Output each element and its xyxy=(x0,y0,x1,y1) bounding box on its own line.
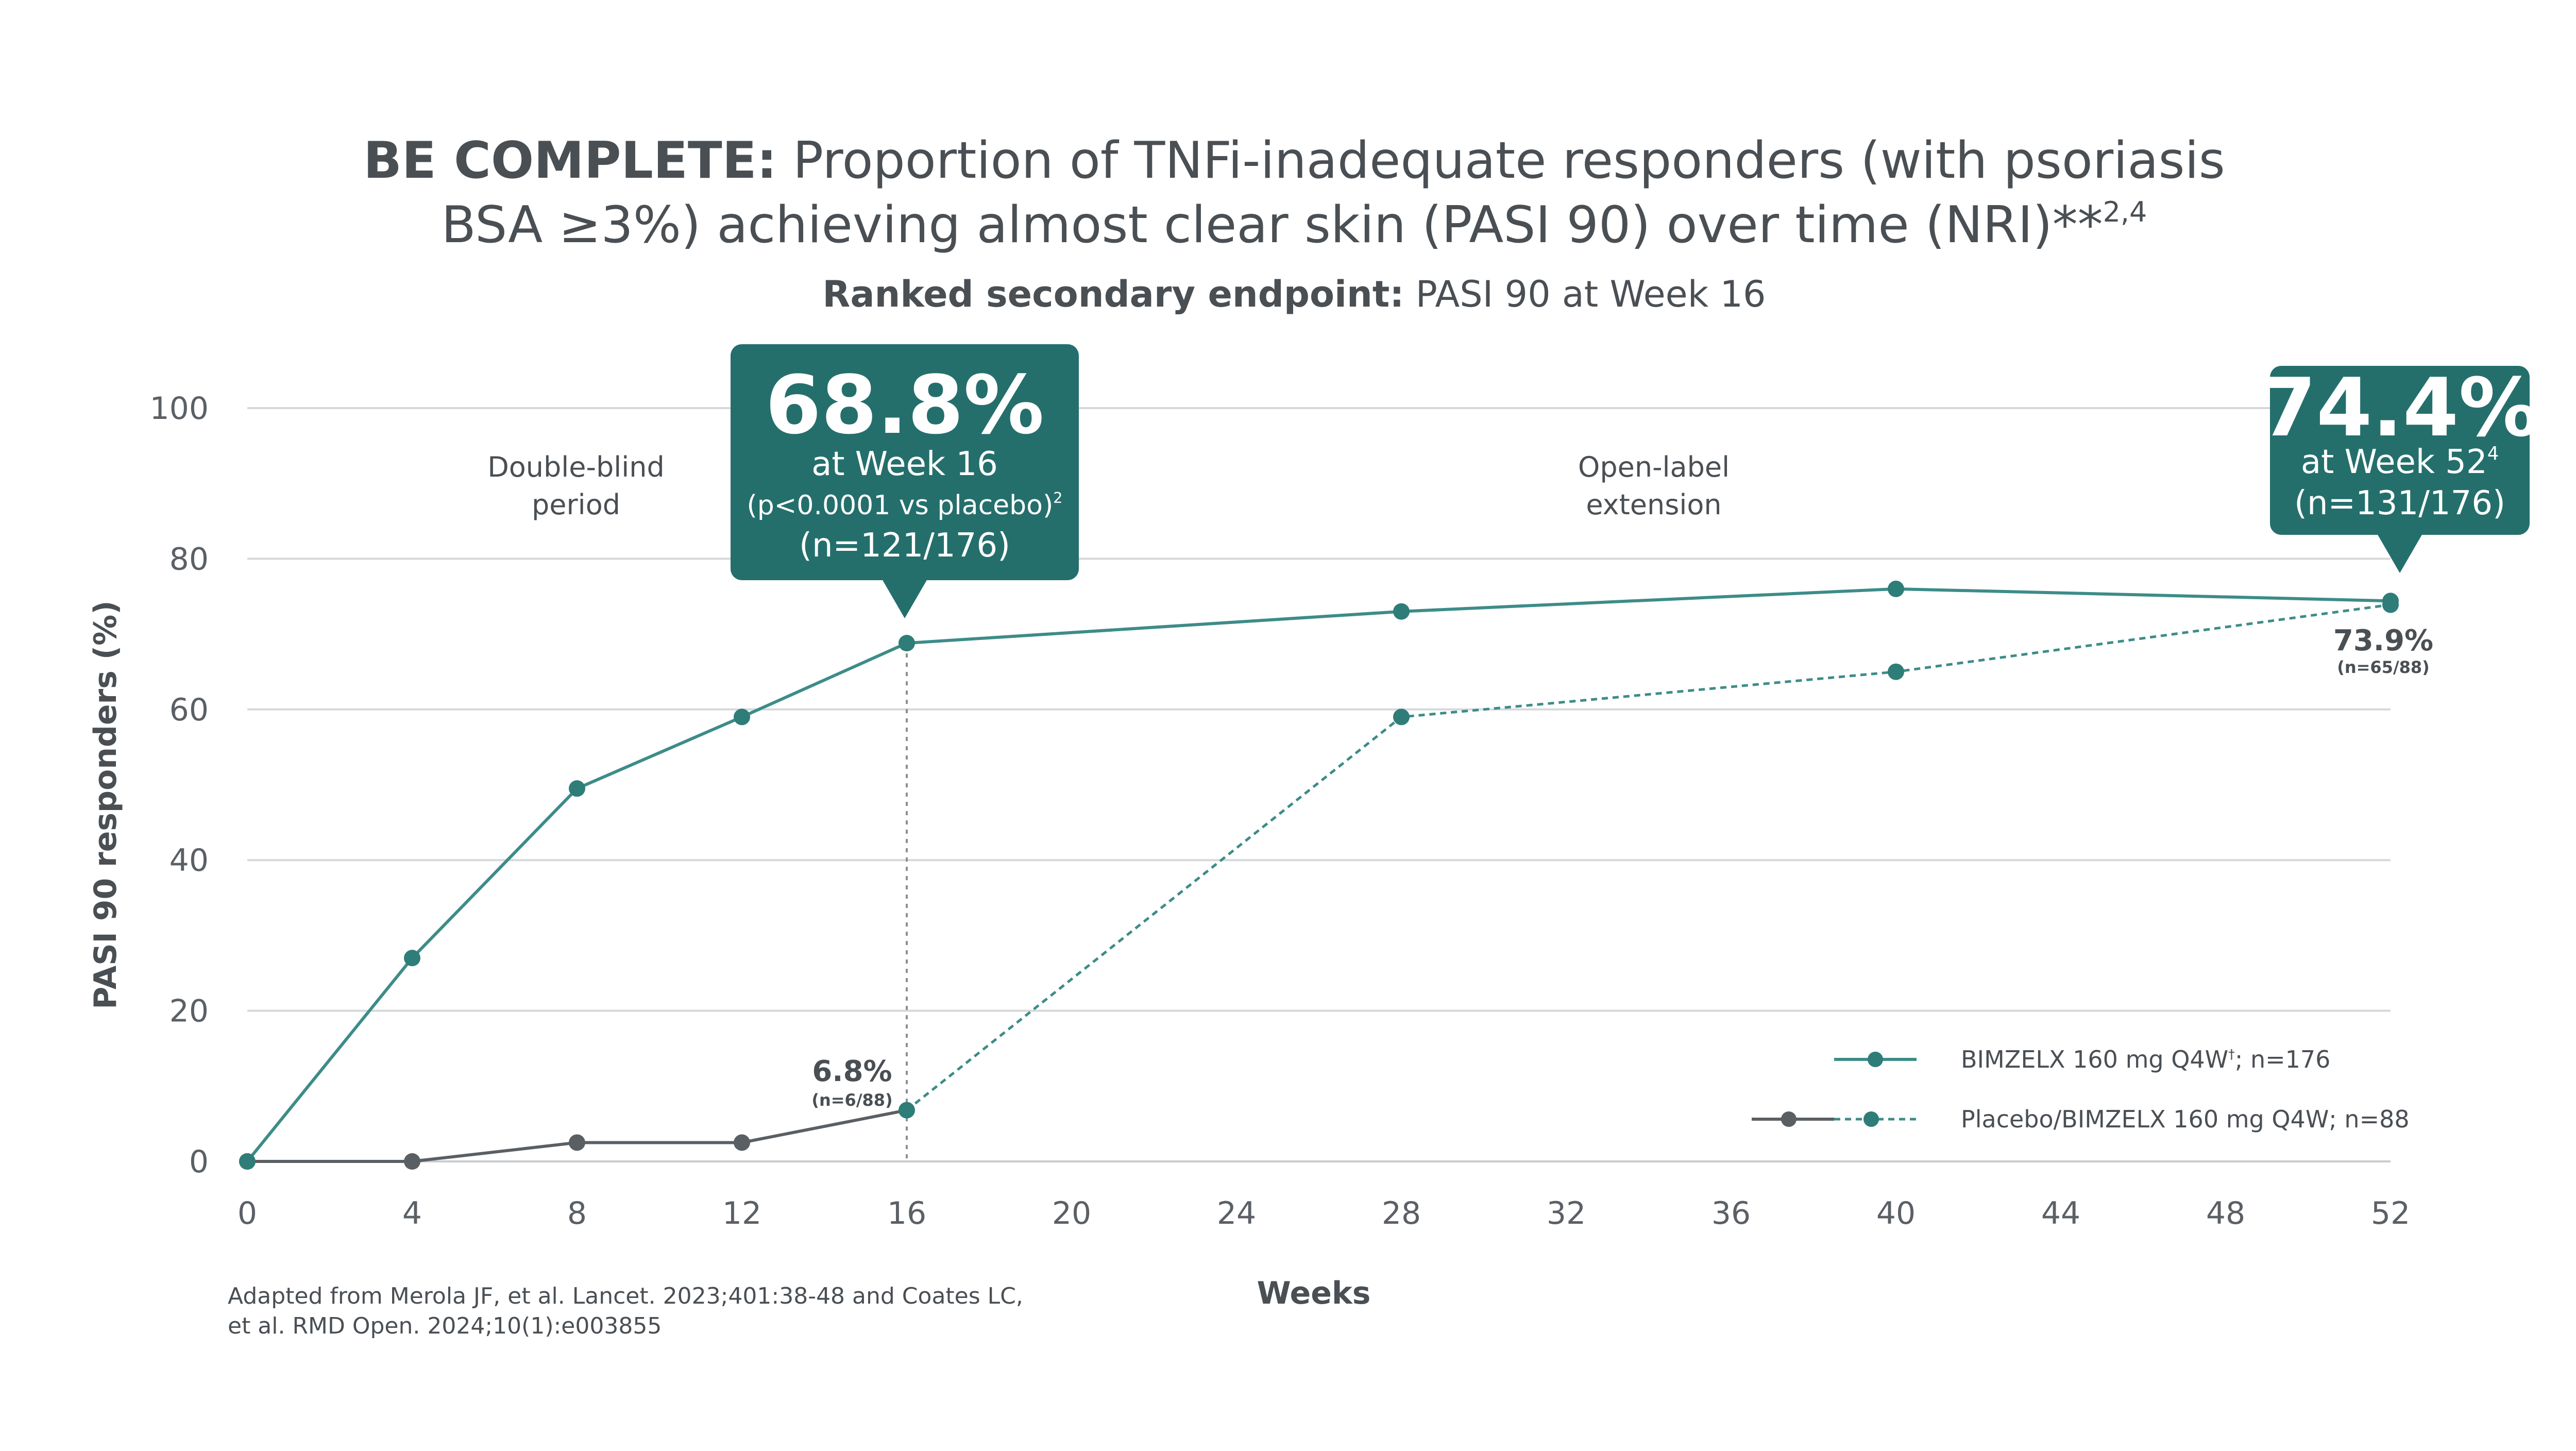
series-points xyxy=(239,580,2399,1170)
gridlines xyxy=(247,407,2391,1162)
x-tick-label: 48 xyxy=(2206,1195,2245,1231)
chart-title-line2: BSA ≥3%) achieving almost clear skin (PA… xyxy=(442,196,2147,255)
callout-week16-value: 68.8% xyxy=(765,358,1044,452)
callout-week52-line2: (n=131/176) xyxy=(2294,484,2505,522)
series1-point xyxy=(899,635,915,652)
y-tick-label: 80 xyxy=(170,541,209,577)
x-tick-label: 16 xyxy=(887,1195,926,1231)
x-tick-label: 0 xyxy=(238,1195,257,1231)
y-tick-label: 60 xyxy=(170,692,209,728)
series1-point xyxy=(734,708,750,726)
series-lines xyxy=(246,587,2391,1163)
legend-series2-marker-placebo xyxy=(1781,1111,1797,1127)
chart-subtitle: Ranked secondary endpoint: PASI 90 at We… xyxy=(822,273,1766,315)
y-tick-label: 0 xyxy=(189,1144,209,1180)
chart-title-line1: BE COMPLETE: Proportion of TNFi-inadequa… xyxy=(363,131,2225,190)
y-tick-label: 100 xyxy=(149,391,209,427)
callout-week52-value: 74.4% xyxy=(2260,361,2539,454)
callout-week16: 68.8% at Week 16 (p<0.0001 vs placebo)2 … xyxy=(731,344,1079,618)
x-tick-label: 24 xyxy=(1217,1195,1256,1231)
x-tick-label: 36 xyxy=(1711,1195,1751,1231)
y-tick-label: 40 xyxy=(170,842,209,879)
x-tick-label: 52 xyxy=(2371,1195,2410,1231)
data-label-switch-w52: 73.9% xyxy=(2333,624,2433,657)
x-tick-label: 32 xyxy=(1547,1195,1586,1231)
x-tick-label: 40 xyxy=(1876,1195,1916,1231)
series2-placebo-point xyxy=(734,1134,750,1151)
data-label-placebo-w16: 6.8% xyxy=(812,1055,892,1088)
legend: BIMZELX 160 mg Q4W†; n=176 Placebo/BIMZE… xyxy=(1752,1045,2410,1133)
y-axis-ticks: 0 20 40 60 80 100 xyxy=(149,391,209,1180)
callout-week16-line2: (p<0.0001 vs placebo)2 xyxy=(747,489,1063,521)
callout-week16-box xyxy=(731,344,1079,580)
region-label-open-label: Open-label xyxy=(1578,451,1730,483)
legend-series1-label: BIMZELX 160 mg Q4W†; n=176 xyxy=(1961,1045,2330,1073)
series2-switch-point xyxy=(1393,708,1410,726)
callout-week52-box xyxy=(2270,366,2530,535)
series1-line xyxy=(246,587,2391,1162)
x-tick-label: 4 xyxy=(402,1195,422,1231)
x-tick-label: 8 xyxy=(567,1195,587,1231)
data-label-placebo-w16-n: (n=6/88) xyxy=(811,1090,892,1110)
legend-series1-marker xyxy=(1868,1052,1883,1067)
legend-series2-marker-switch xyxy=(1863,1111,1879,1127)
x-tick-label: 20 xyxy=(1052,1195,1091,1231)
callout-week16-pointer xyxy=(882,579,927,618)
series1-point xyxy=(569,780,585,797)
y-tick-label: 20 xyxy=(170,993,209,1030)
series2-switch-point xyxy=(1888,663,1904,680)
x-tick-label: 12 xyxy=(722,1195,761,1231)
callout-week52-pointer xyxy=(2377,534,2422,573)
footnote-line1: Adapted from Merola JF, et al. Lancet. 2… xyxy=(228,1283,1023,1309)
legend-series2-label: Placebo/BIMZELX 160 mg Q4W; n=88 xyxy=(1961,1105,2410,1133)
series1-point xyxy=(404,950,420,967)
callout-week52-line1: at Week 524 xyxy=(2301,443,2499,481)
x-tick-label: 28 xyxy=(1382,1195,1421,1231)
callout-week16-line1: at Week 16 xyxy=(811,445,998,483)
series2-switch-point xyxy=(899,1102,915,1119)
data-label-switch-w52-n: (n=65/88) xyxy=(2337,657,2430,677)
callout-week16-line3: (n=121/176) xyxy=(799,527,1010,565)
series1-point xyxy=(239,1153,256,1170)
series2-placebo-point xyxy=(569,1134,585,1151)
x-axis-ticks: 0 4 8 12 16 20 24 28 32 36 40 44 48 52 xyxy=(238,1195,2410,1231)
footnote-line2: et al. RMD Open. 2024;10(1):e003855 xyxy=(228,1313,662,1339)
x-tick-label: 44 xyxy=(2041,1195,2080,1231)
y-axis-title: PASI 90 responders (%) xyxy=(88,600,124,1009)
series1-point xyxy=(2382,593,2399,610)
callout-week52: 74.4% at Week 524 (n=131/176) xyxy=(2260,361,2539,573)
series1-point xyxy=(1888,580,1904,597)
region-label-extension: extension xyxy=(1586,488,1721,521)
x-axis-title: Weeks xyxy=(1257,1275,1370,1311)
region-label-period: period xyxy=(532,488,620,521)
region-label-double-blind: Double-blind xyxy=(487,451,665,483)
series1-point xyxy=(1393,603,1410,620)
series2-placebo-point xyxy=(404,1153,420,1170)
series2-switch-line xyxy=(906,603,2391,1111)
